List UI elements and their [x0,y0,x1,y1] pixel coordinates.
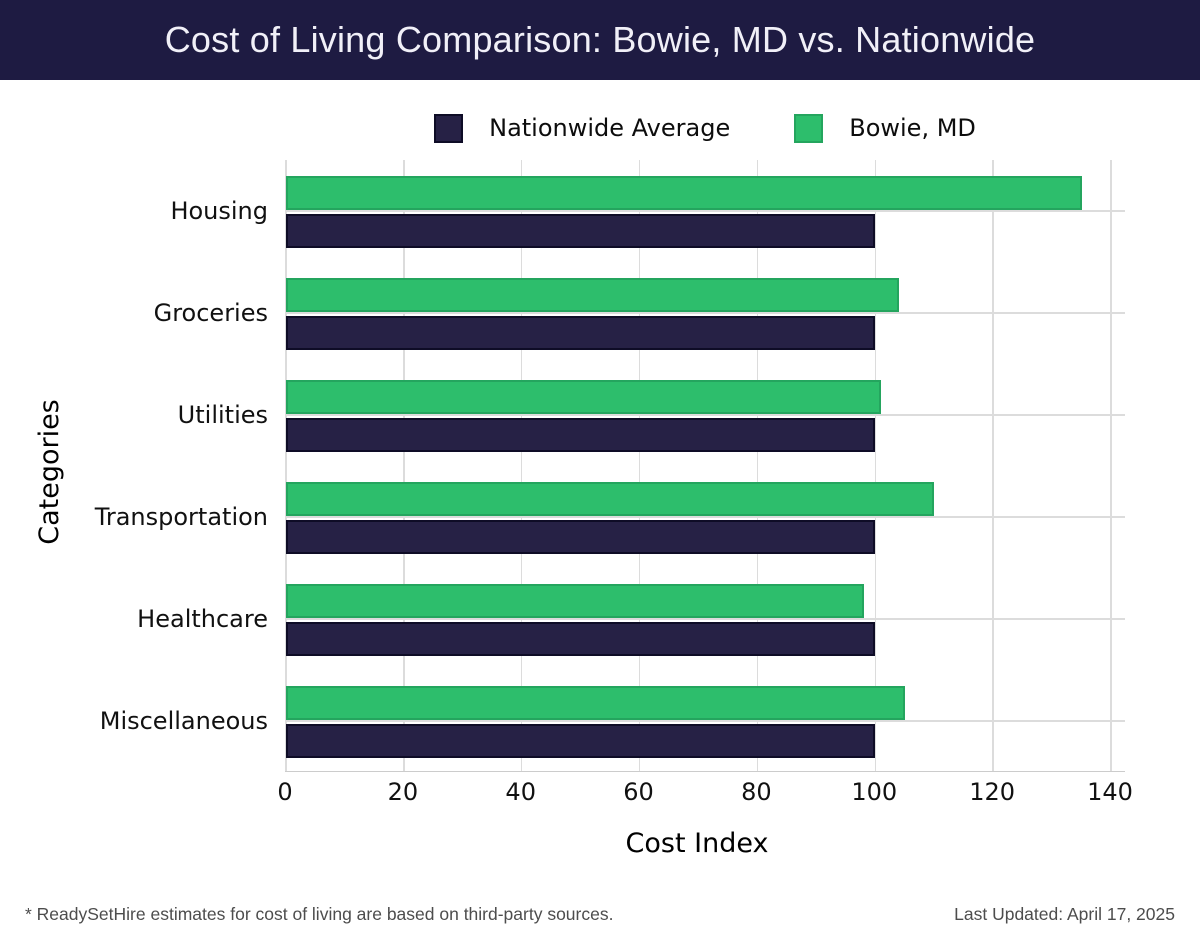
category-label-transportation: Transportation [94,503,268,531]
gridline-x-0 [285,160,287,771]
gridline-x-120 [992,160,994,771]
category-label-housing: Housing [170,197,268,225]
bar-bowie-md-miscellaneous [286,686,905,720]
category-label-miscellaneous: Miscellaneous [99,707,268,735]
gridline-x-20 [403,160,405,771]
gridline-x-40 [520,160,523,771]
y-axis-tick-labels: Housing Groceries Utilities Transportation H… [0,160,268,772]
bar-nationwide-average-healthcare [286,622,876,656]
x-tick-label-40: 40 [505,778,536,806]
x-axis-tick-labels: 0 20 40 60 80 100 120 140 [277,778,1133,810]
gridline-y-miscellaneous [286,720,1125,722]
bar-nationwide-average-housing [286,214,876,248]
gridline-y-utilities [286,414,1125,416]
legend: Nationwide Average Bowie, MD [285,106,1125,150]
category-label-groceries: Groceries [153,299,268,327]
bar-nationwide-average-transportation [286,520,876,554]
gridline-x-140 [1110,160,1112,771]
plot-area [285,160,1125,772]
legend-label-bowie-md: Bowie, MD [849,114,976,142]
footer: * ReadySetHire estimates for cost of liv… [0,899,1200,929]
bar-nationwide-average-groceries [286,316,876,350]
gridline-y-transportation [286,516,1125,518]
header-bar: Cost of Living Comparison: Bowie, MD vs.… [0,0,1200,80]
x-tick-label-20: 20 [387,778,419,806]
category-label-utilities: Utilities [177,401,268,429]
x-tick-label-120: 120 [969,778,1016,806]
category-label-healthcare: Healthcare [137,605,268,633]
bar-bowie-md-transportation [286,482,935,516]
x-tick-label-100: 100 [851,778,898,806]
bar-nationwide-average-utilities [286,418,876,452]
bar-bowie-md-healthcare [286,584,864,618]
legend-swatch-nationwide-average [434,113,464,143]
bar-bowie-md-groceries [286,278,899,312]
legend-swatch-bowie-md [794,113,824,143]
gridline-y-housing [286,210,1125,212]
gridline-y-groceries [286,312,1125,314]
legend-item-nationwide-average: Nationwide Average [434,113,731,143]
x-tick-label-80: 80 [741,778,772,806]
gridline-y-healthcare [286,618,1125,620]
chart-title: Cost of Living Comparison: Bowie, MD vs.… [164,19,1036,60]
x-axis-title: Cost Index [625,828,769,859]
bar-nationwide-average-miscellaneous [286,724,876,758]
bar-bowie-md-utilities [286,380,882,414]
gridline-x-80 [756,160,759,771]
last-updated: Last Updated: April 17, 2025 [954,903,1175,924]
bar-bowie-md-housing [286,176,1082,210]
legend-label-nationwide-average: Nationwide Average [489,114,731,142]
x-tick-label-0: 0 [277,778,293,806]
x-tick-label-60: 60 [623,778,654,806]
gridline-x-100 [874,160,877,771]
x-tick-label-140: 140 [1087,778,1133,806]
footnote: * ReadySetHire estimates for cost of liv… [25,903,614,924]
legend-item-bowie-md: Bowie, MD [794,113,976,143]
gridline-x-60 [638,160,641,771]
